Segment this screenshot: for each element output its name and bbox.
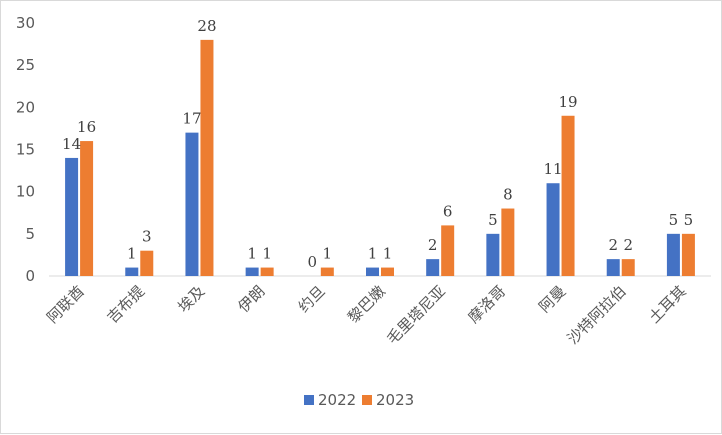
data-label: 28 [197,17,216,35]
data-label: 5 [488,211,498,229]
legend-swatch [362,395,372,405]
bar [381,267,394,276]
x-tick-label: 埃及 [174,282,208,316]
bar [80,141,94,276]
x-tick-label: 毛里塔尼亚 [383,282,449,348]
data-label: 1 [368,245,378,263]
bar [681,233,695,276]
bar [125,267,139,276]
data-label: 1 [247,245,257,263]
data-label: 2 [608,236,618,254]
data-label: 2 [623,236,633,254]
x-tick-label: 约旦 [295,282,329,316]
bar [140,250,154,276]
legend-entry: 2023 [376,391,414,409]
bar [606,259,620,276]
bars-layer [65,39,695,277]
data-label: 8 [503,186,513,204]
data-label: 17 [182,110,201,128]
x-tick-label: 沙特阿拉伯 [564,282,630,348]
y-tick-label: 5 [25,225,35,243]
data-label: 1 [323,245,333,263]
bar [366,267,379,276]
bar [486,233,500,276]
bar [426,259,440,276]
bar [546,183,560,276]
bar [200,39,214,276]
y-tick-label: 15 [16,141,35,159]
data-label: 19 [558,93,577,111]
y-tick-label: 25 [16,56,35,74]
data-label: 14 [62,135,81,153]
x-tick-label: 伊朗 [235,282,269,316]
bar [441,225,455,276]
data-label: 1 [262,245,272,263]
x-tick-label: 吉布提 [104,282,149,327]
x-tick-label: 土耳其 [645,282,690,327]
x-tick-label: 黎巴嫩 [344,282,389,327]
bar [561,115,575,277]
x-tick-label: 阿曼 [535,282,569,316]
y-tick-label: 20 [16,98,35,116]
data-label: 1 [383,245,393,263]
data-label: 16 [77,118,96,136]
y-tick-label: 30 [16,14,35,32]
bar [320,267,334,276]
bar [501,208,515,276]
legend-entry: 2022 [318,391,356,409]
data-label: 3 [142,228,152,246]
data-label: 11 [543,160,562,178]
bar [185,132,199,276]
data-label: 5 [669,211,679,229]
bar [621,259,635,276]
legend-swatch [304,395,314,405]
data-label: 6 [443,202,453,220]
bar [666,233,680,276]
x-tick-label: 摩洛哥 [465,282,510,327]
data-label: 1 [127,245,137,263]
bar [245,267,259,276]
data-label: 0 [308,253,318,271]
bar [65,157,79,276]
y-tick-label: 10 [16,183,35,201]
y-tick-label: 0 [25,267,35,285]
legend: 2022 2023 [304,391,414,409]
x-tick-label: 阿联酋 [43,282,88,327]
data-label: 2 [428,236,438,254]
bar [260,267,274,276]
data-label: 5 [684,211,694,229]
